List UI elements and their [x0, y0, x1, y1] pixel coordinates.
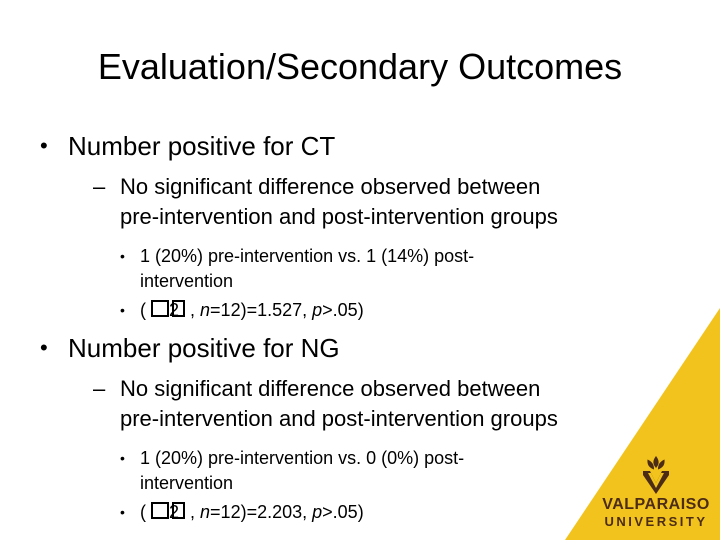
stat-open: ( [140, 300, 151, 320]
subbullet-ng-difference: – No significant difference observed bet… [93, 374, 558, 434]
slide-title: Evaluation/Secondary Outcomes [97, 46, 623, 87]
bullet-marker: • [40, 335, 48, 360]
detail-bullet-ct-stat: • ( 2 , n=12)=1.527, p>.05) [120, 298, 364, 323]
stat-open: ( [140, 502, 151, 522]
bullet-marker: • [120, 302, 125, 318]
dash-bullet-marker: – [93, 174, 106, 199]
stat-p-symbol: p [312, 502, 323, 522]
bullet-heading-text: Number positive for NG [68, 333, 340, 363]
stat-p-value: >.05) [322, 502, 364, 522]
detail-bullet-ng-stat: • ( 2 , n=12)=2.203, p>.05) [120, 500, 364, 525]
stat-exponent: 2 [169, 502, 180, 522]
missing-glyph-box-icon [172, 300, 186, 317]
dash-bullet-marker: – [93, 376, 106, 401]
bullet-marker: • [120, 504, 125, 520]
missing-glyph-box-icon [151, 300, 169, 317]
bullet-marker: • [120, 248, 125, 264]
detail-bullet-ct-counts: • 1 (20%) pre-intervention vs. 1 (14%) p… [120, 244, 474, 294]
detail-text: 1 (20%) pre-intervention vs. 1 (14%) pos… [140, 246, 475, 291]
stat-n-value: =12)=2.203, [210, 502, 313, 522]
subbullet-ct-difference: – No significant difference observed bet… [93, 172, 558, 232]
stat-n-value: =12)=1.527, [210, 300, 313, 320]
stat-p-value: >.05) [322, 300, 364, 320]
missing-glyph-box-icon [151, 502, 169, 519]
detail-bullet-ng-counts: • 1 (20%) pre-intervention vs. 0 (0%) po… [120, 446, 464, 496]
university-logo: VALPARAISO UNIVERSITY [596, 456, 716, 530]
detail-text: 1 (20%) pre-intervention vs. 0 (0%) post… [140, 448, 465, 493]
logo-subname: UNIVERSITY [604, 514, 708, 529]
stat-separator: , [185, 300, 201, 320]
chi-square-statistic: ( 2 , n=12)=2.203, p>.05) [140, 500, 364, 525]
stat-separator: , [185, 502, 201, 522]
chi-square-statistic: ( 2 , n=12)=1.527, p>.05) [140, 298, 364, 323]
logo-name: VALPARAISO [602, 496, 710, 513]
missing-glyph-box-icon [172, 502, 186, 519]
bullet-item-ng-heading: • Number positive for NG [40, 332, 340, 364]
bullet-marker: • [120, 450, 125, 466]
stat-n-symbol: n [200, 502, 211, 522]
stat-p-symbol: p [312, 300, 323, 320]
bullet-heading-text: Number positive for CT [68, 131, 336, 161]
stat-n-symbol: n [200, 300, 211, 320]
valparaiso-shield-icon [643, 456, 669, 494]
stat-exponent: 2 [169, 300, 180, 320]
bullet-marker: • [40, 133, 48, 158]
subbullet-text: No significant difference observed betwe… [120, 376, 558, 431]
bullet-item-ct-heading: • Number positive for CT [40, 130, 335, 162]
subbullet-text: No significant difference observed betwe… [120, 174, 558, 229]
